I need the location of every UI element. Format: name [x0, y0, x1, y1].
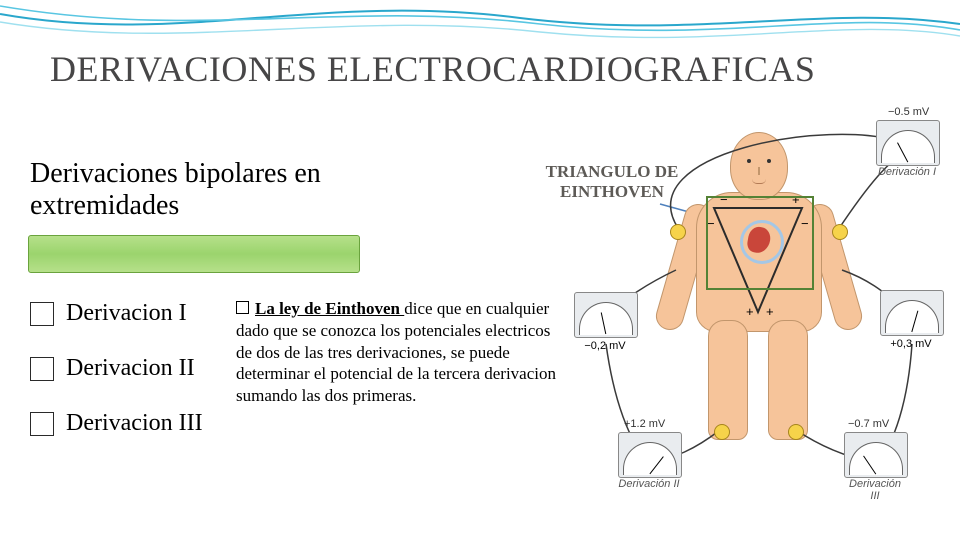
list-item: Derivacion I [30, 300, 203, 327]
meter-mid-right: +0,3 mV [880, 290, 942, 350]
checkbox-icon [30, 412, 54, 436]
square-bullet-icon [236, 301, 249, 314]
electrode-left-arm [670, 224, 686, 240]
derivation-label: Derivacion II [66, 355, 195, 382]
meter-lead-iii: −0.7 mV Derivación III [844, 432, 906, 502]
figure-leg-right [768, 320, 808, 440]
derivation-list: Derivacion I Derivacion II Derivacion II… [30, 300, 203, 465]
einthoven-figure: − + − − + + −0.5 mV Derivación I −0,2 [570, 112, 952, 517]
derivation-label: Derivacion I [66, 300, 187, 327]
meter-reading: −0,2 mV [574, 340, 636, 352]
figure-leg-left [708, 320, 748, 440]
mouth-icon [752, 179, 766, 184]
meter-reading: +1.2 mV [624, 418, 665, 430]
subtitle: Derivaciones bipolares en extremidades [30, 158, 430, 222]
law-lead: La ley de Einthoven [255, 299, 404, 318]
meter-caption: Derivación II [618, 478, 680, 490]
electrode-left-leg [714, 424, 730, 440]
einthoven-law-text: La ley de Einthoven dice que en cualquie… [236, 298, 556, 407]
green-bar [28, 235, 360, 273]
eye-icon [767, 159, 771, 163]
figure-legs [708, 320, 808, 438]
nose-icon [758, 167, 760, 175]
checkbox-icon [30, 302, 54, 326]
checkbox-icon [30, 357, 54, 381]
figure-head [730, 132, 788, 200]
meter-reading: +0,3 mV [880, 338, 942, 350]
electrode-right-arm [832, 224, 848, 240]
meter-caption: Derivación III [844, 478, 906, 502]
meter-lead-ii: +1.2 mV Derivación II [618, 432, 680, 490]
meter-lead-i: −0.5 mV Derivación I [876, 120, 938, 178]
electrode-right-leg [788, 424, 804, 440]
meter-reading: −0.7 mV [848, 418, 889, 430]
meter-mid-left: −0,2 mV [574, 292, 636, 352]
list-item: Derivacion II [30, 355, 203, 382]
eye-icon [747, 159, 751, 163]
list-item: Derivacion III [30, 410, 203, 437]
derivation-label: Derivacion III [66, 410, 203, 437]
meter-caption: Derivación I [876, 166, 938, 178]
meter-reading: −0.5 mV [888, 106, 929, 118]
slide-title: DERIVACIONES ELECTROCARDIOGRAFICAS [50, 48, 920, 90]
